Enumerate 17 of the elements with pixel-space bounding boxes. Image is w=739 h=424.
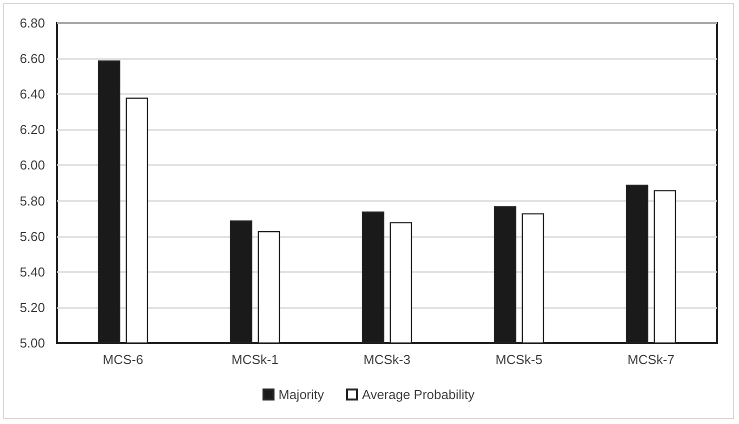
x-tick-label: MCSk-3: [364, 352, 410, 367]
y-tick-label: 6.60: [20, 51, 45, 66]
y-tick-label: 6.80: [20, 16, 45, 30]
y-tick-label: 5.40: [20, 264, 45, 280]
y-tick-label: 6.00: [20, 158, 45, 173]
y-tick-label: 5.20: [20, 300, 45, 315]
x-tick-label: MCSk-5: [496, 352, 542, 367]
y-tick-label: 6.40: [20, 86, 45, 102]
y-tick-label: 5.00: [20, 336, 45, 350]
legend-label: Majority: [278, 387, 325, 402]
x-tick-label: MCSk-1: [232, 352, 278, 367]
x-tick-label: MCSk-7: [628, 352, 674, 367]
legend-label: Average Probability: [362, 387, 475, 402]
y-tick-label: 6.20: [20, 122, 45, 138]
x-tick-label: MCS-6: [102, 352, 144, 367]
y-tick-label: 5.60: [20, 228, 45, 244]
y-tick-label: 5.80: [20, 193, 45, 208]
